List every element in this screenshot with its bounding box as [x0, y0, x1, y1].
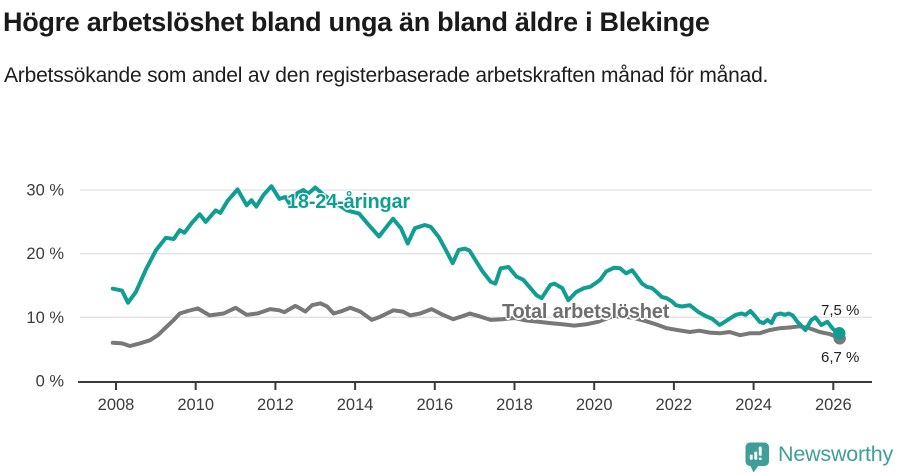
- x-tick-label-2022: 2022: [656, 396, 693, 414]
- end-dot-18-24-åringar: [833, 327, 846, 340]
- end-value-label-total: 6,7 %: [821, 349, 860, 366]
- series-line-Total arbetslöshet: [110, 301, 842, 348]
- y-tick-label-30: 30 %: [26, 182, 64, 200]
- newsworthy-logo-icon: [745, 442, 769, 473]
- end-value-label-youth: 7,5 %: [821, 302, 860, 319]
- x-tick-label-2024: 2024: [735, 396, 772, 414]
- x-tick-label-2018: 2018: [496, 396, 533, 414]
- page-title: Högre arbetslöshet bland unga än bland ä…: [3, 7, 710, 37]
- series-label-total: Total arbetslöshet: [502, 301, 670, 323]
- y-tick-label-20: 20 %: [26, 245, 64, 263]
- newsworthy-logo: Newsworthy: [745, 442, 893, 473]
- newsworthy-logo-text: Newsworthy: [778, 442, 894, 466]
- x-tick-label-2026: 2026: [815, 396, 852, 414]
- series-line-18-24-åringar: [110, 184, 842, 336]
- y-tick-label-0: 0 %: [36, 373, 65, 391]
- x-tick-label-2012: 2012: [257, 396, 294, 414]
- x-tick-label-2016: 2016: [416, 396, 453, 414]
- x-tick-label-2010: 2010: [177, 396, 214, 414]
- x-tick-label-2008: 2008: [98, 396, 135, 414]
- series-label-youth: 18-24-åringar: [287, 191, 411, 213]
- chart-subtitle: Arbetssökande som andel av den registerb…: [4, 64, 769, 87]
- y-tick-label-10: 10 %: [26, 309, 64, 327]
- x-tick-label-2020: 2020: [576, 396, 613, 414]
- x-tick-label-2014: 2014: [337, 396, 374, 414]
